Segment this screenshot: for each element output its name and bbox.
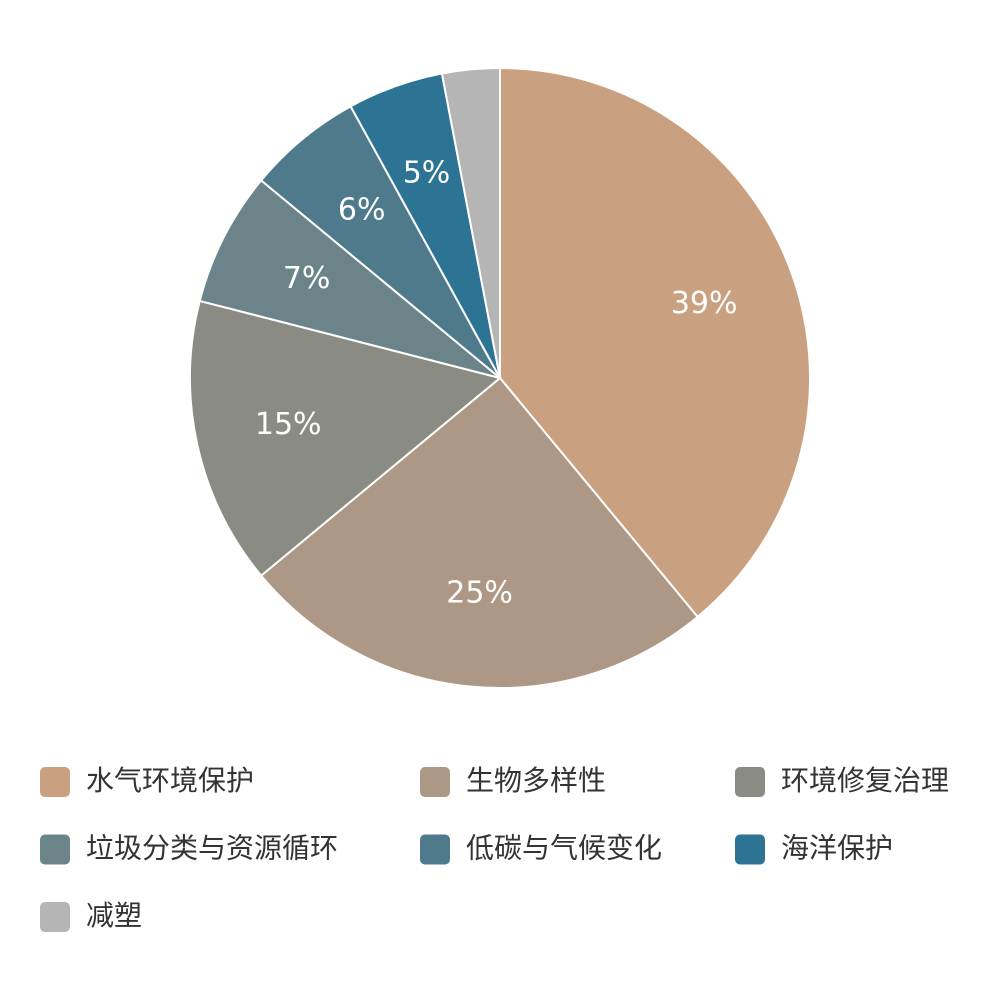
data-label: 15% [255,407,322,442]
legend-swatch [420,834,450,865]
data-label: 7% [283,261,331,296]
pie-slice [440,66,501,379]
legend-label: 水气环境保护 [86,764,254,797]
pie-slice [189,299,503,578]
data-label: 25% [446,576,513,611]
legend-label: 减塑 [86,899,142,932]
legend-label: 生物多样性 [466,764,606,797]
legend-swatch [735,767,765,797]
pie-slice [259,376,700,689]
data-label: 39% [671,286,738,321]
legend-swatch [40,834,70,865]
pie-slice [499,66,811,619]
data-label: 5% [403,155,451,190]
data-label: 6% [338,192,386,227]
legend-label: 海洋保护 [781,832,893,865]
legend-swatch [40,767,70,797]
legend-swatch [735,834,765,865]
legend-label: 低碳与气候变化 [466,832,662,865]
legend-label: 环境修复治理 [781,764,949,797]
legend-label: 垃圾分类与资源循环 [86,832,338,865]
pie-slice [198,178,501,379]
legend-swatch [40,902,70,932]
legend-swatch [420,767,450,797]
